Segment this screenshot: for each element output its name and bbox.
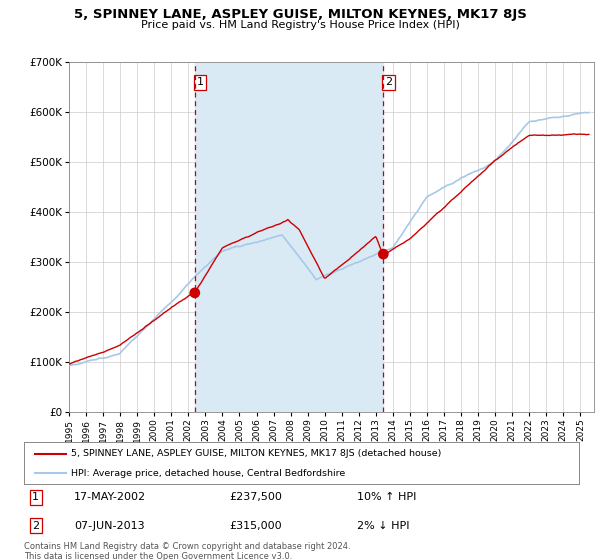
Text: 2: 2 [32, 521, 40, 531]
Point [379, 250, 388, 259]
Text: £237,500: £237,500 [229, 492, 282, 502]
Text: 2: 2 [385, 77, 392, 87]
Point [190, 288, 200, 297]
Text: 5, SPINNEY LANE, ASPLEY GUISE, MILTON KEYNES, MK17 8JS (detached house): 5, SPINNEY LANE, ASPLEY GUISE, MILTON KE… [71, 449, 442, 458]
Text: 10% ↑ HPI: 10% ↑ HPI [357, 492, 416, 502]
Text: 1: 1 [32, 492, 40, 502]
Text: Price paid vs. HM Land Registry's House Price Index (HPI): Price paid vs. HM Land Registry's House … [140, 20, 460, 30]
Text: 5, SPINNEY LANE, ASPLEY GUISE, MILTON KEYNES, MK17 8JS: 5, SPINNEY LANE, ASPLEY GUISE, MILTON KE… [74, 8, 526, 21]
Text: 1: 1 [196, 77, 203, 87]
Text: £315,000: £315,000 [229, 521, 282, 531]
Text: Contains HM Land Registry data © Crown copyright and database right 2024.
This d: Contains HM Land Registry data © Crown c… [24, 542, 350, 560]
Text: HPI: Average price, detached house, Central Bedfordshire: HPI: Average price, detached house, Cent… [71, 469, 346, 478]
Text: 2% ↓ HPI: 2% ↓ HPI [357, 521, 409, 531]
Bar [195, 62, 383, 412]
Text: 17-MAY-2002: 17-MAY-2002 [74, 492, 146, 502]
Text: 07-JUN-2013: 07-JUN-2013 [74, 521, 145, 531]
